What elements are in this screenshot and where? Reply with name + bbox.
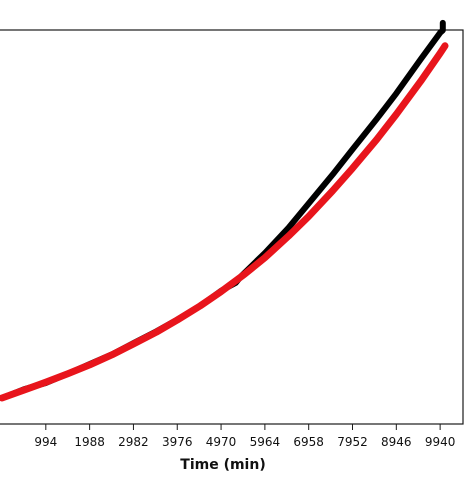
x-tick-label: 9940 xyxy=(425,435,456,449)
x-tick-label: 6958 xyxy=(293,435,324,449)
x-tick-label: 8946 xyxy=(381,435,412,449)
series-layer xyxy=(0,19,449,402)
x-tick-label: 5964 xyxy=(250,435,281,449)
x-tick-label: 3976 xyxy=(162,435,193,449)
x-tick-label: 1988 xyxy=(74,435,105,449)
x-tick-label: 4970 xyxy=(206,435,237,449)
x-axis-ticks: 994 1988 2982 3976 4970 5964 6958 7952 8946 9940 xyxy=(34,424,455,449)
plot-frame xyxy=(0,29,464,425)
series-line-red xyxy=(0,42,449,402)
x-tick-label: 994 xyxy=(34,435,57,449)
x-axis-title: Time (min) xyxy=(180,457,265,473)
x-tick-label: 7952 xyxy=(337,435,368,449)
x-tick-label: 2982 xyxy=(118,435,149,449)
